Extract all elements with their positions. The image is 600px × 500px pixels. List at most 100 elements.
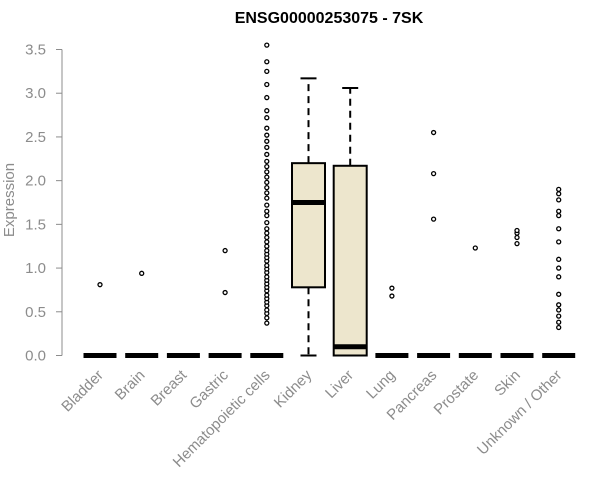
outlier-point xyxy=(264,219,270,226)
outlier-point xyxy=(556,274,562,280)
outlier-point xyxy=(556,319,562,325)
outlier-point xyxy=(264,190,270,196)
outlier-point xyxy=(264,274,270,280)
box-iqr xyxy=(291,162,326,289)
outlier-point xyxy=(556,302,562,308)
outlier-point xyxy=(514,234,520,241)
outlier-point xyxy=(264,125,270,131)
outlier-point xyxy=(514,227,520,234)
outlier-point xyxy=(430,216,437,222)
outlier-point xyxy=(556,265,562,271)
outlier-point xyxy=(264,164,270,170)
outlier-point xyxy=(264,144,270,151)
y-tick-label: 1.0 xyxy=(25,260,46,277)
outlier-point xyxy=(222,289,228,296)
box-1 xyxy=(83,282,117,358)
outlier-point xyxy=(264,184,270,191)
box-2 xyxy=(125,270,159,358)
outlier-point xyxy=(264,174,270,180)
outlier-point xyxy=(222,247,228,254)
outlier-point xyxy=(264,59,270,65)
y-tick-label: 2.0 xyxy=(25,173,46,190)
x-tick-label: Kidney xyxy=(271,366,316,411)
y-axis-ticks: 0.0 0.5 1.0 1.5 2.0 2.5 3.0 3.5 xyxy=(25,42,62,365)
outlier-point xyxy=(556,324,562,331)
outlier-point xyxy=(556,197,562,203)
outlier-point xyxy=(264,94,270,101)
outlier-point xyxy=(556,256,562,262)
outlier-point xyxy=(556,191,562,197)
y-tick-label: 2.5 xyxy=(25,129,46,146)
box-5 xyxy=(250,42,284,358)
outlier-point xyxy=(139,270,145,276)
outlier-point xyxy=(264,234,270,241)
outlier-point xyxy=(430,170,437,177)
y-axis-label: Expression xyxy=(1,163,18,237)
boxes-group xyxy=(83,42,576,358)
outlier-point xyxy=(264,212,270,219)
outlier-point xyxy=(556,239,562,245)
outlier-point xyxy=(264,42,270,48)
outlier-point xyxy=(264,169,270,175)
outlier-point xyxy=(264,247,270,254)
outlier-point xyxy=(264,315,270,321)
box-9 xyxy=(417,129,451,358)
outlier-point xyxy=(264,230,270,236)
outlier-point xyxy=(556,226,562,232)
box-7 xyxy=(332,86,368,357)
outlier-point xyxy=(97,282,103,288)
outlier-point xyxy=(264,158,270,165)
outlier-point xyxy=(264,132,270,138)
x-tick-label: Skin xyxy=(491,367,524,400)
outlier-point xyxy=(556,307,562,313)
outlier-point xyxy=(264,81,270,88)
outlier-point xyxy=(264,307,270,313)
box-10 xyxy=(458,245,492,358)
outlier-point xyxy=(556,186,562,193)
x-tick-label: Prostate xyxy=(431,367,483,419)
box-12 xyxy=(542,186,576,358)
outlier-point xyxy=(389,285,395,291)
outlier-point xyxy=(264,138,270,144)
outlier-point xyxy=(556,208,562,214)
outlier-point xyxy=(264,108,270,114)
x-tick-label: Liver xyxy=(322,367,357,402)
box-4 xyxy=(208,247,242,358)
chart-title: ENSG00000253075 - 7SK xyxy=(235,10,424,27)
outlier-point xyxy=(556,291,562,297)
outlier-point xyxy=(556,313,562,319)
y-tick-label: 3.0 xyxy=(25,85,46,102)
outlier-point xyxy=(264,262,270,269)
outlier-point xyxy=(264,151,270,158)
outlier-point xyxy=(264,202,270,208)
outlier-point xyxy=(556,212,562,219)
outlier-point xyxy=(264,195,270,201)
outlier-point xyxy=(264,179,270,186)
outlier-point xyxy=(264,68,270,75)
outlier-point xyxy=(264,115,270,121)
y-tick-label: 3.5 xyxy=(25,42,46,59)
outlier-point xyxy=(264,208,270,214)
outlier-point xyxy=(264,243,270,249)
outlier-point xyxy=(430,129,437,136)
x-tick-label: Bladder xyxy=(58,367,107,416)
outlier-point xyxy=(264,226,270,232)
box-6 xyxy=(291,77,326,357)
x-tick-label: Brain xyxy=(112,367,149,404)
box-iqr xyxy=(332,164,368,357)
outlier-point xyxy=(264,239,270,245)
outlier-point xyxy=(264,292,270,298)
x-tick-label: Lung xyxy=(363,367,399,403)
y-tick-label: 1.5 xyxy=(25,216,46,233)
outlier-point xyxy=(514,240,520,247)
y-tick-label: 0.0 xyxy=(25,348,46,365)
box-11 xyxy=(500,227,534,358)
outlier-point xyxy=(472,245,478,251)
box-8 xyxy=(375,285,409,358)
outlier-point xyxy=(264,320,270,326)
y-tick-label: 0.5 xyxy=(25,304,46,321)
outlier-point xyxy=(389,293,395,299)
x-tick-label: Breast xyxy=(148,366,191,409)
